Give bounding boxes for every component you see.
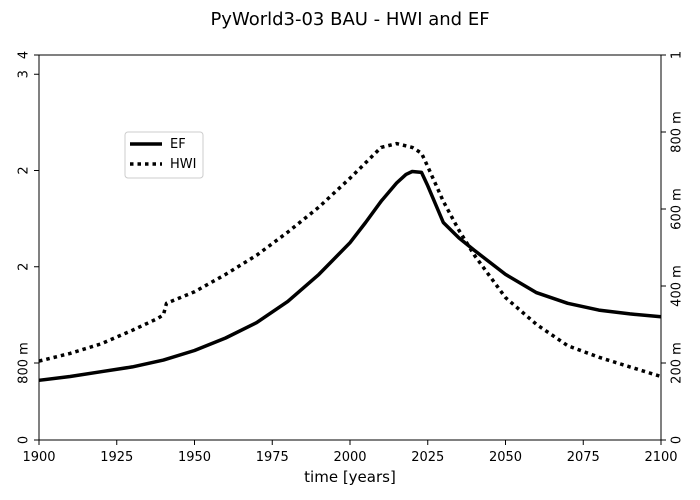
- plot-frame: [38, 54, 662, 441]
- legend-hwi-label: HWI: [170, 157, 196, 172]
- x-axis: 1900 1925 1950 1975 2000 2025 2050 2075 2100: [22, 440, 678, 465]
- x-tick-label: 2025: [411, 450, 444, 465]
- x-tick-label: 2100: [644, 450, 677, 465]
- x-tick-label: 2050: [489, 450, 522, 465]
- left-y-tick-label: 2: [17, 263, 32, 271]
- series-line-hwi: [38, 141, 662, 379]
- series-line-ef: [38, 169, 662, 383]
- x-tick-label: 1900: [22, 450, 55, 465]
- x-axis-label: time [years]: [304, 468, 396, 486]
- x-tick-label: 1925: [100, 450, 133, 465]
- right-y-tick-label: 600 m: [670, 188, 685, 230]
- right-y-tick-label: 0: [670, 436, 685, 444]
- chart-title: PyWorld3-03 BAU - HWI and EF: [210, 9, 489, 30]
- left-y-tick-label: 800 m: [17, 342, 32, 384]
- left-y-tick-label: 0: [17, 436, 32, 444]
- left-y-axis: 0 800 m 2 2 3 4: [17, 51, 39, 444]
- legend-ef-label: EF: [170, 137, 186, 152]
- plot-area: [38, 141, 662, 383]
- legend: EF HWI: [124, 131, 204, 179]
- x-tick-label: 2000: [333, 450, 366, 465]
- right-y-tick-label: 400 m: [670, 265, 685, 307]
- right-y-tick-label: 800 m: [670, 111, 685, 153]
- x-tick-label: 2075: [567, 450, 600, 465]
- left-y-tick-label: 3: [17, 70, 32, 78]
- left-y-tick-label: 4: [17, 51, 32, 59]
- right-y-tick-label: 1: [670, 51, 685, 59]
- x-tick-label: 1975: [256, 450, 289, 465]
- left-y-tick-label: 2: [17, 166, 32, 174]
- right-y-tick-label: 200 m: [670, 342, 685, 384]
- x-tick-label: 1950: [178, 450, 211, 465]
- right-y-axis: 0 200 m 400 m 600 m 800 m 1: [661, 51, 685, 444]
